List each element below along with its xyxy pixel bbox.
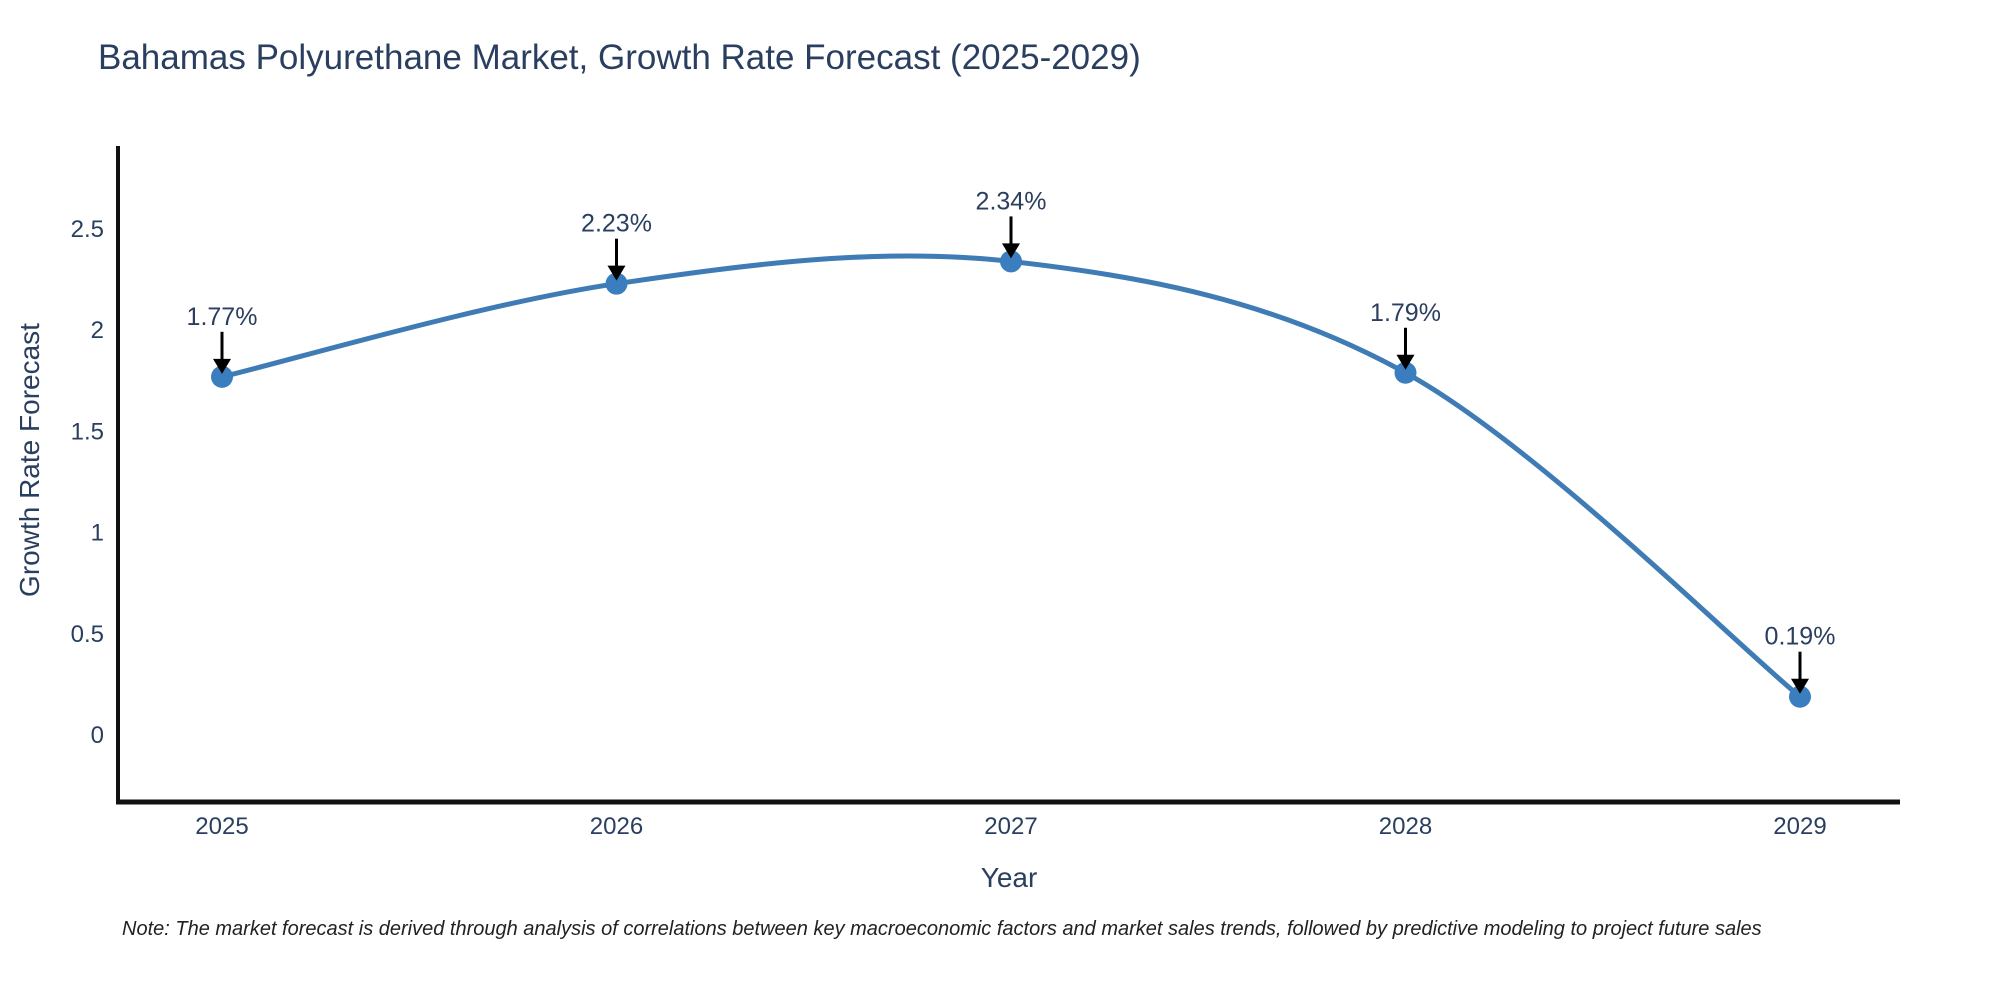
y-tick-label: 0 [91, 722, 104, 749]
x-tick-label: 2026 [590, 813, 643, 840]
data-point-2027[interactable] [1000, 250, 1022, 273]
annotation-arrow-head [1002, 243, 1020, 259]
x-tick-label: 2029 [1773, 813, 1826, 840]
annotation-arrow-head [607, 265, 626, 281]
y-tick-label: 0.5 [71, 621, 104, 648]
data-label: 2.34% [976, 187, 1047, 215]
annotation-arrow-head [1396, 354, 1415, 370]
data-point-2028[interactable] [1394, 361, 1417, 384]
data-label: 0.19% [1765, 623, 1836, 651]
data-point-2029[interactable] [1789, 685, 1811, 708]
chart-title: Bahamas Polyurethane Market, Growth Rate… [98, 38, 1141, 77]
y-tick-label: 1 [91, 520, 104, 547]
data-label: 1.79% [1370, 299, 1441, 327]
y-tick-label: 2.5 [71, 216, 104, 243]
annotation-arrow-head [213, 358, 231, 374]
data-point-2026[interactable] [605, 272, 628, 295]
x-tick-label: 2027 [984, 813, 1037, 840]
annotation-arrow-head [1791, 678, 1809, 694]
x-tick-label: 2025 [195, 813, 248, 840]
forecast-line [219, 253, 1803, 700]
footnote: Note: The market forecast is derived thr… [122, 918, 1762, 940]
y-tick-label: 1.5 [71, 418, 104, 445]
y-tick-label: 2 [91, 317, 104, 344]
x-axis-title: Year [980, 862, 1038, 893]
x-tick-label: 2028 [1379, 813, 1432, 840]
data-label: 1.77% [187, 303, 258, 331]
data-label: 2.23% [581, 210, 652, 238]
data-point-2025[interactable] [211, 365, 233, 388]
